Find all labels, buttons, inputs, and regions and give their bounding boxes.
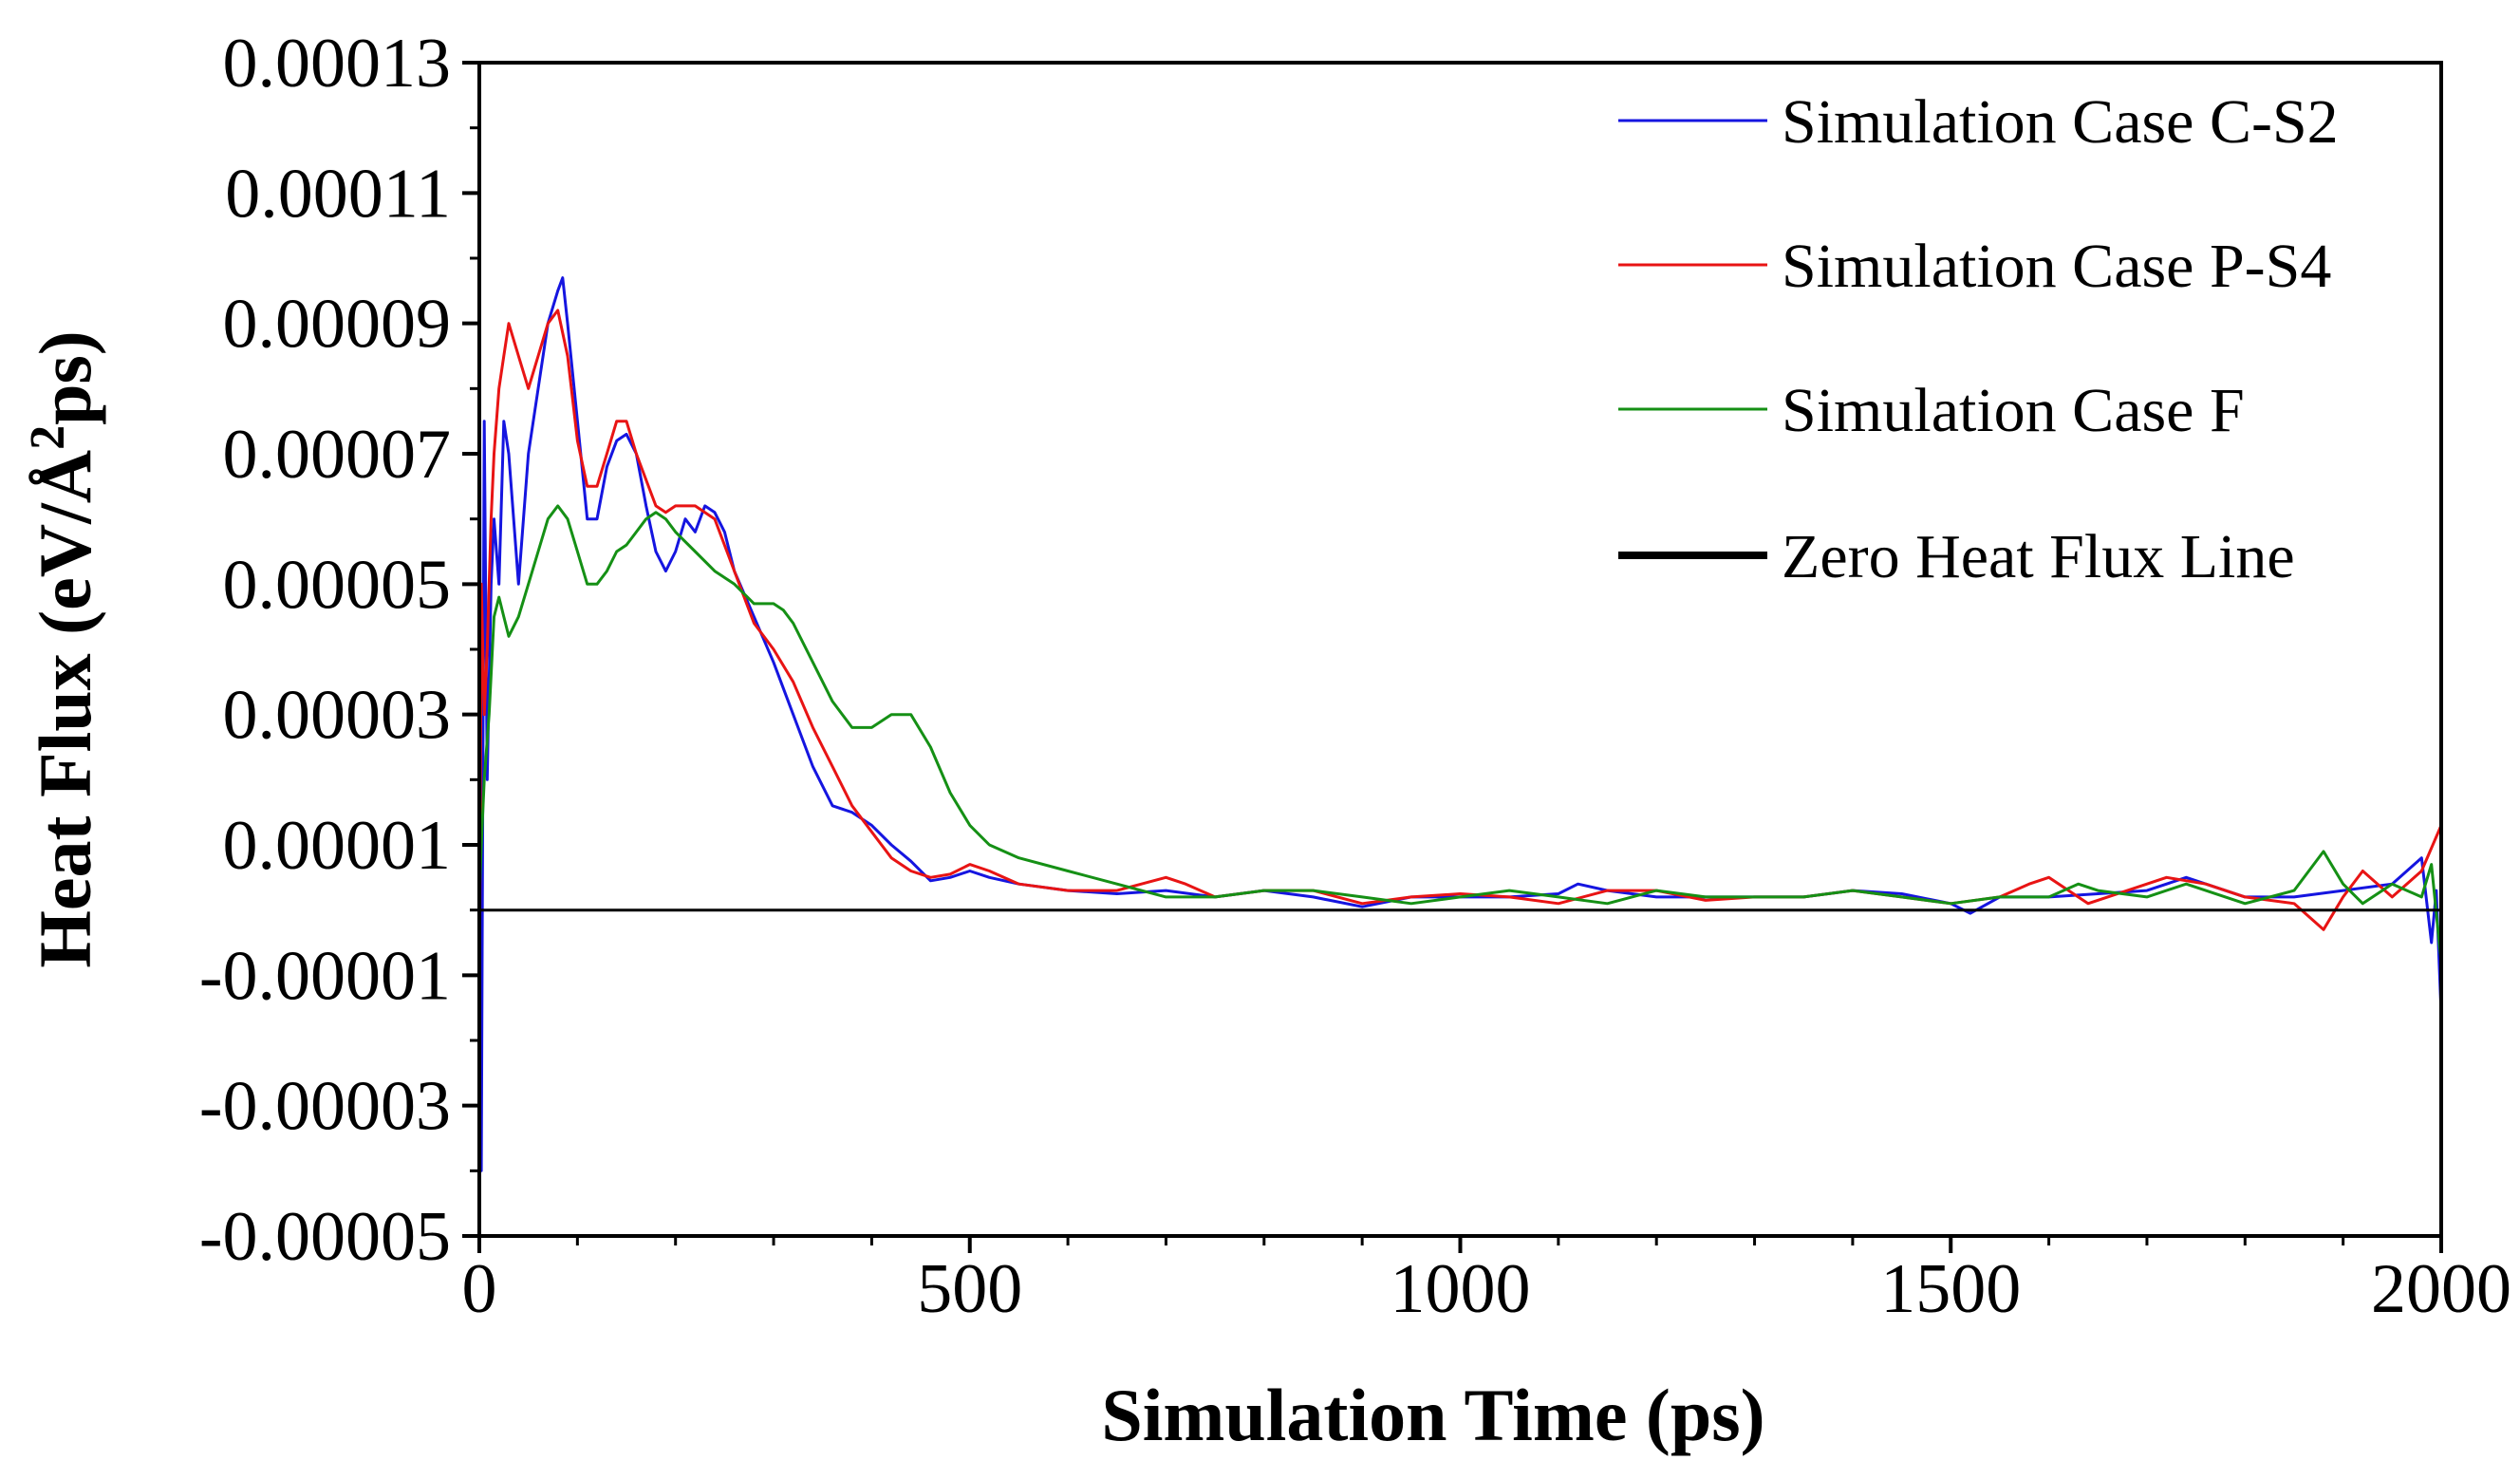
legend: Simulation Case C-S2 Simulation Case P-S4… — [1618, 87, 2339, 591]
y-axis-title-main: Heat Flux (eV/Å — [24, 450, 106, 968]
y-tick-label: 0.00011 — [225, 155, 451, 233]
y-tick-label: 0.00001 — [223, 807, 452, 885]
x-tick-label: 1500 — [1880, 1250, 2021, 1328]
x-axis-title: Simulation Time (ps) — [1101, 1374, 1764, 1456]
y-axis: -0.00005 -0.00003 -0.00001 0.00001 0.00003 0.… — [199, 25, 480, 1276]
x-tick-label: 2000 — [2371, 1250, 2511, 1328]
legend-label-3: Simulation Case F — [1782, 376, 2245, 445]
y-axis-title-superscript: 2 — [21, 425, 75, 450]
x-tick-label: 1000 — [1391, 1250, 1531, 1328]
legend-label-4: Zero Heat Flux Line — [1782, 522, 2295, 591]
y-axis-title-tail: ps) — [24, 330, 106, 425]
y-tick-label: 0.00009 — [223, 286, 452, 364]
y-tick-label: -0.00003 — [199, 1068, 451, 1146]
series-group — [479, 193, 2441, 1172]
x-tick-label: 0 — [462, 1250, 497, 1328]
y-tick-label: 0.00005 — [223, 546, 452, 624]
y-tick-label: -0.00001 — [199, 937, 451, 1015]
y-tick-label: -0.00005 — [199, 1198, 451, 1276]
series-line-2 — [479, 309, 2441, 1028]
legend-label-2: Simulation Case P-S4 — [1782, 232, 2331, 301]
y-axis-title: Heat Flux (eV/Å2ps) — [21, 330, 107, 968]
series-line-1 — [479, 193, 2441, 1172]
legend-label-1: Simulation Case C-S2 — [1782, 87, 2339, 157]
y-tick-label: 0.00013 — [223, 25, 452, 103]
y-tick-label: 0.00003 — [223, 677, 452, 755]
x-tick-label: 500 — [917, 1250, 1022, 1328]
x-axis: 0 500 1000 1500 2000 — [462, 1235, 2511, 1328]
series-line-3 — [479, 504, 2441, 963]
y-tick-label: 0.00007 — [223, 416, 452, 494]
